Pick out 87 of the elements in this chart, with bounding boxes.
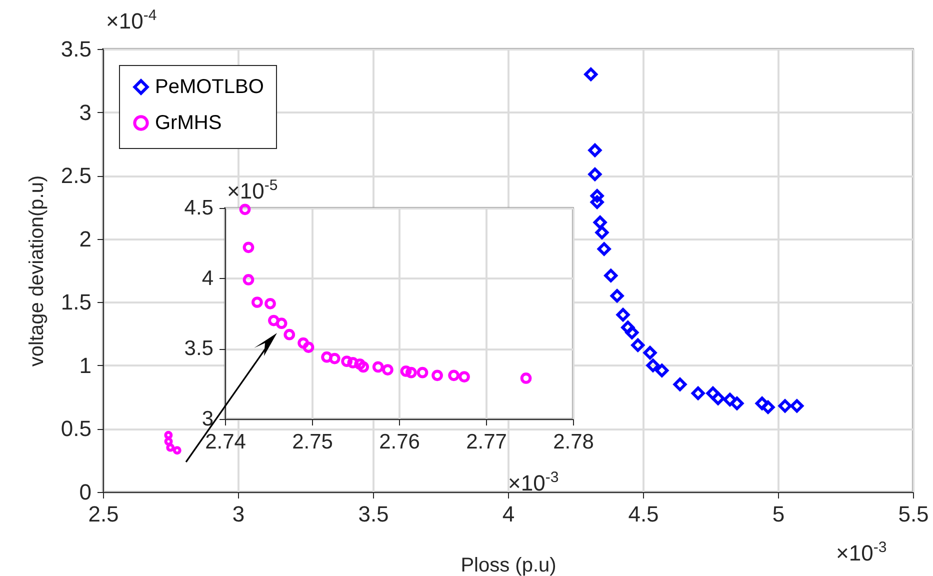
point	[761, 400, 775, 414]
x-tick-label: 2.76	[379, 430, 420, 454]
y-tick-label: 3.5	[184, 337, 214, 360]
point	[588, 144, 602, 157]
point	[673, 378, 687, 392]
point	[590, 195, 604, 209]
point	[358, 361, 370, 373]
point	[432, 370, 443, 382]
x-tick-label: 3	[232, 502, 245, 526]
y-tick-label: 4.5	[184, 196, 214, 220]
point	[755, 396, 769, 410]
y-tick-label: 3	[202, 408, 214, 430]
point	[590, 189, 604, 203]
point	[691, 386, 705, 400]
annotation: ×10$^{-5}$	[227, 177, 278, 204]
point	[354, 358, 366, 370]
y-tick-label: 2	[79, 226, 92, 252]
y-tick-label: 1.5	[60, 290, 92, 315]
point	[610, 289, 624, 303]
point	[711, 392, 725, 406]
point	[723, 392, 737, 406]
point	[382, 364, 394, 376]
point	[593, 216, 607, 230]
point	[595, 226, 609, 240]
point	[405, 366, 417, 378]
point	[242, 242, 254, 254]
point	[643, 346, 657, 360]
y-tick-label: 2.5	[60, 163, 92, 188]
point	[166, 443, 175, 452]
point	[588, 168, 602, 182]
point	[268, 314, 280, 326]
annotation: ×10$^{-3}$	[508, 469, 559, 496]
point	[252, 296, 263, 308]
point	[597, 242, 611, 256]
point	[164, 430, 173, 440]
point	[646, 358, 660, 372]
y-axis-title: voltage deviation(p.u)	[26, 175, 48, 367]
legend-label: PeMOTLBO	[155, 76, 264, 98]
point	[164, 437, 173, 446]
point	[706, 386, 720, 400]
point	[625, 326, 639, 340]
x-tick-label: 4	[502, 502, 515, 526]
y-tick-label: 3	[79, 100, 92, 125]
point	[584, 68, 598, 82]
point	[400, 366, 412, 377]
y-tick-label: 4	[202, 266, 214, 290]
point	[264, 298, 276, 310]
y-tick-label: 0.5	[60, 416, 92, 442]
point	[778, 399, 792, 413]
legend-label: GrMHS	[155, 112, 222, 134]
x-tick-label: 2.75	[292, 430, 333, 454]
point	[302, 342, 314, 353]
y-tick-label: 3.5	[60, 36, 92, 62]
point	[790, 399, 804, 413]
point	[284, 328, 296, 340]
point	[631, 338, 645, 352]
x-tick-label: 2.78	[553, 430, 594, 454]
y-tick-label: 0	[79, 480, 92, 504]
x-tick-label: 5.5	[898, 502, 929, 526]
text: ×10$^{-4}$	[106, 7, 157, 34]
point	[372, 361, 384, 373]
point	[730, 396, 744, 410]
x-axis-title: Ploss (p.u)	[460, 554, 556, 576]
point	[448, 370, 460, 382]
point	[621, 320, 635, 334]
point	[242, 274, 254, 286]
x-tick-label: 4.5	[628, 502, 659, 526]
point	[276, 318, 288, 330]
point	[655, 364, 669, 378]
point	[416, 366, 428, 378]
y-tick-label: 1	[79, 352, 92, 378]
x-tick-label: 5	[772, 502, 785, 526]
x-tick-label: 3.5	[358, 502, 389, 526]
point	[239, 204, 251, 216]
point	[341, 356, 352, 367]
point	[328, 352, 340, 364]
point	[347, 357, 359, 368]
point	[604, 268, 618, 282]
point	[458, 371, 470, 382]
point	[520, 372, 532, 384]
text: ×10$^{-3}$	[836, 539, 887, 566]
x-tick-label: 2.77	[466, 430, 507, 454]
point	[172, 446, 182, 455]
point	[321, 351, 332, 363]
point	[298, 337, 309, 349]
point	[616, 308, 630, 322]
x-tick-label: 2.74	[205, 430, 246, 454]
